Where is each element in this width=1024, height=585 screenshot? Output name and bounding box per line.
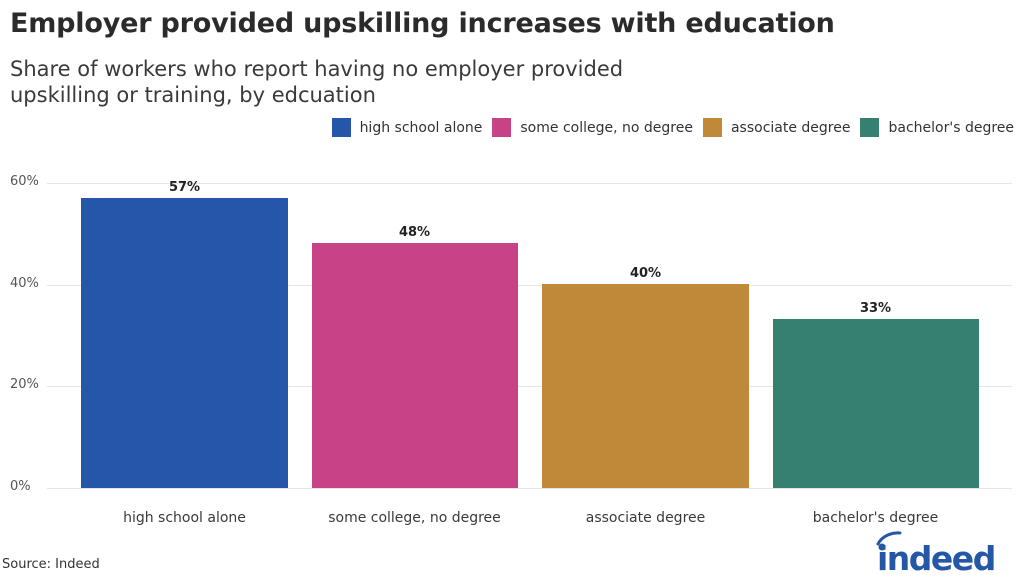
legend-swatch-icon (702, 118, 722, 137)
legend-swatch-icon (331, 118, 351, 137)
bar-value-label: 40% (629, 266, 662, 281)
x-tick-high-school: high school alone (123, 510, 246, 526)
legend: high school alone some college, no degre… (322, 118, 1014, 137)
x-tick-bachelors: bachelor's degree (812, 510, 939, 526)
legend-label: some college, no degree (520, 119, 693, 136)
legend-swatch-icon (492, 118, 512, 137)
gridline-40 (47, 285, 1012, 286)
legend-item-associate: associate degree (702, 118, 851, 137)
y-tick-0: 0% (10, 479, 31, 494)
gridline-0 (47, 488, 1012, 489)
legend-label: high school alone (359, 119, 483, 136)
legend-item-high-school: high school alone (331, 118, 483, 137)
x-tick-some-college: some college, no degree (328, 510, 501, 526)
bar-value-label: 48% (398, 225, 431, 240)
indeed-logo-icon: indeed (876, 531, 996, 575)
legend-label: associate degree (730, 119, 851, 136)
source-note: Source: Indeed (2, 557, 100, 572)
bar-bachelors (773, 319, 979, 488)
bar-value-label: 57% (168, 180, 201, 195)
gridline-20 (47, 386, 1012, 387)
chart-subtitle: Share of workers who report having no em… (10, 57, 624, 107)
legend-label: bachelor's degree (888, 119, 1014, 136)
bar-high-school (81, 198, 288, 488)
y-tick-20: 20% (10, 377, 39, 392)
bar-value-label: 33% (859, 301, 892, 316)
bar-associate (542, 284, 749, 488)
svg-text:indeed: indeed (877, 539, 995, 575)
legend-swatch-icon (860, 118, 880, 137)
y-tick-60: 60% (10, 174, 39, 189)
legend-item-bachelors: bachelor's degree (860, 118, 1014, 137)
x-tick-associate: associate degree (585, 510, 706, 526)
bar-some-college (312, 243, 518, 488)
y-tick-40: 40% (10, 276, 39, 291)
chart-title: Employer provided upskilling increases w… (10, 8, 835, 39)
gridline-60 (47, 183, 1012, 184)
legend-item-some-college: some college, no degree (492, 118, 693, 137)
